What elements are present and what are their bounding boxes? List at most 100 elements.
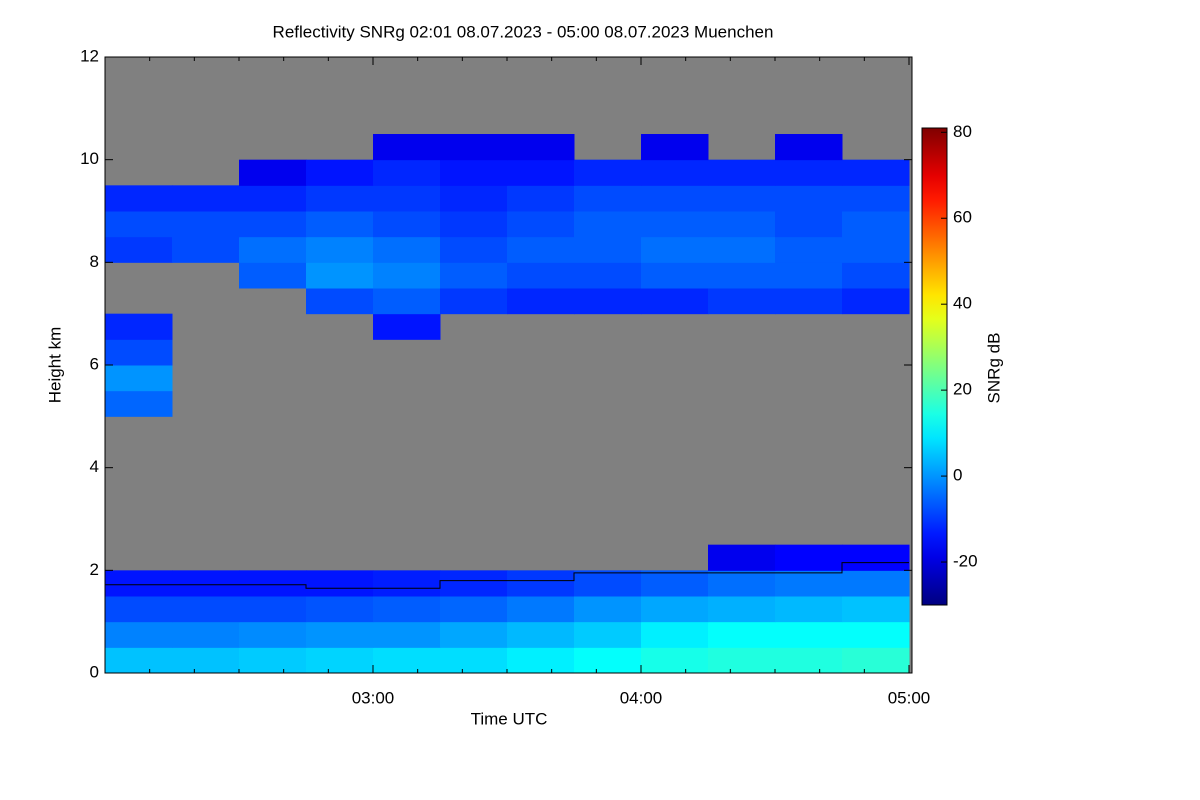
- heatmap-cell: [105, 570, 173, 597]
- heatmap-cell: [775, 134, 843, 161]
- heatmap-cell: [641, 211, 709, 238]
- heatmap-cell: [708, 236, 776, 263]
- heatmap-cell: [440, 596, 508, 623]
- heatmap-cell: [775, 544, 843, 571]
- heatmap-cell: [574, 647, 642, 674]
- heatmap-cell: [641, 570, 709, 597]
- heatmap-cell: [105, 621, 173, 648]
- y-axis-label: Height km: [45, 327, 64, 404]
- heatmap-cell: [708, 185, 776, 212]
- y-tick-label: 4: [90, 457, 99, 476]
- heatmap-cell: [239, 185, 307, 212]
- y-tick-label: 2: [90, 560, 99, 579]
- heatmap-cell: [775, 236, 843, 263]
- heatmap-cell: [641, 185, 709, 212]
- heatmap-cell: [574, 621, 642, 648]
- heatmap-cell: [373, 570, 441, 597]
- heatmap-cell: [507, 570, 575, 597]
- heatmap-cell: [708, 288, 776, 315]
- heatmap-cell: [574, 185, 642, 212]
- heatmap-cell: [239, 621, 307, 648]
- heatmap-cell: [373, 647, 441, 674]
- y-tick-label: 8: [90, 252, 99, 271]
- heatmap-cell: [775, 647, 843, 674]
- heatmap-cell: [440, 211, 508, 238]
- heatmap-cell: [507, 288, 575, 315]
- heatmap-cell: [239, 647, 307, 674]
- heatmap-cell: [306, 185, 374, 212]
- heatmap-cell: [373, 288, 441, 315]
- heatmap-cell: [172, 236, 240, 263]
- heatmap-cell: [239, 596, 307, 623]
- heatmap-cell: [373, 134, 441, 161]
- heatmap-cell: [708, 647, 776, 674]
- heatmap-cell: [842, 211, 910, 238]
- heatmap-cell: [373, 185, 441, 212]
- heatmap-cell: [775, 570, 843, 597]
- heatmap-cell: [641, 596, 709, 623]
- heatmap-cell: [775, 621, 843, 648]
- y-tick-label: 10: [80, 149, 99, 168]
- heatmap-cell: [306, 621, 374, 648]
- heatmap-cell: [708, 621, 776, 648]
- heatmap-cell: [507, 621, 575, 648]
- colorbar-tick-label: 20: [953, 380, 972, 399]
- heatmap-cell: [507, 211, 575, 238]
- chart-title: Reflectivity SNRg 02:01 08.07.2023 - 05:…: [273, 22, 774, 41]
- heatmap-cell: [105, 596, 173, 623]
- x-axis-label: Time UTC: [471, 709, 548, 728]
- heatmap-cell: [105, 236, 173, 263]
- heatmap-cell: [440, 185, 508, 212]
- heatmap-cell: [708, 570, 776, 597]
- heatmap-cell: [373, 211, 441, 238]
- heatmap-cell: [172, 621, 240, 648]
- heatmap-cell: [842, 621, 910, 648]
- heatmap-cell: [306, 211, 374, 238]
- heatmap-cell: [105, 390, 173, 417]
- heatmap-cell: [440, 288, 508, 315]
- heatmap-cell: [574, 159, 642, 186]
- heatmap-cell: [574, 570, 642, 597]
- heatmap-cell: [239, 570, 307, 597]
- heatmap-cell: [708, 544, 776, 571]
- colorbar-tick-label: -20: [953, 552, 978, 571]
- heatmap-cell: [373, 159, 441, 186]
- heatmap-cell: [306, 596, 374, 623]
- heatmap-cell: [641, 647, 709, 674]
- x-tick-label: 04:00: [620, 688, 663, 707]
- heatmap-cell: [105, 365, 173, 392]
- heatmap-cell: [842, 570, 910, 597]
- heatmap-cell: [775, 159, 843, 186]
- colorbar: [921, 127, 948, 606]
- heatmap-cell: [105, 313, 173, 340]
- heatmap-cell: [842, 159, 910, 186]
- heatmap-cell: [574, 236, 642, 263]
- heatmap-cell: [306, 262, 374, 289]
- heatmap-cell: [440, 262, 508, 289]
- y-tick-label: 0: [90, 662, 99, 681]
- heatmap-cell: [306, 570, 374, 597]
- y-tick-label: 12: [80, 46, 99, 65]
- heatmap-cell: [507, 185, 575, 212]
- heatmap-cell: [440, 134, 508, 161]
- heatmap-cell: [574, 262, 642, 289]
- heatmap-cell: [507, 647, 575, 674]
- heatmap-cell: [775, 288, 843, 315]
- heatmap-cell: [507, 134, 575, 161]
- x-tick-label: 05:00: [888, 688, 931, 707]
- heatmap-cell: [775, 596, 843, 623]
- heatmap-cell: [172, 647, 240, 674]
- colorbar-label: SNRg dB: [984, 333, 1003, 404]
- heatmap-cell: [373, 596, 441, 623]
- heatmap-cell: [842, 647, 910, 674]
- heatmap-cell: [306, 236, 374, 263]
- heatmap-cell: [842, 288, 910, 315]
- heatmap-cell: [306, 159, 374, 186]
- heatmap-cell: [239, 211, 307, 238]
- heatmap-cell: [507, 159, 575, 186]
- heatmap-cell: [708, 596, 776, 623]
- heatmap-cell: [842, 262, 910, 289]
- heatmap-cell: [440, 159, 508, 186]
- heatmap-cell: [842, 596, 910, 623]
- heatmap-cell: [775, 185, 843, 212]
